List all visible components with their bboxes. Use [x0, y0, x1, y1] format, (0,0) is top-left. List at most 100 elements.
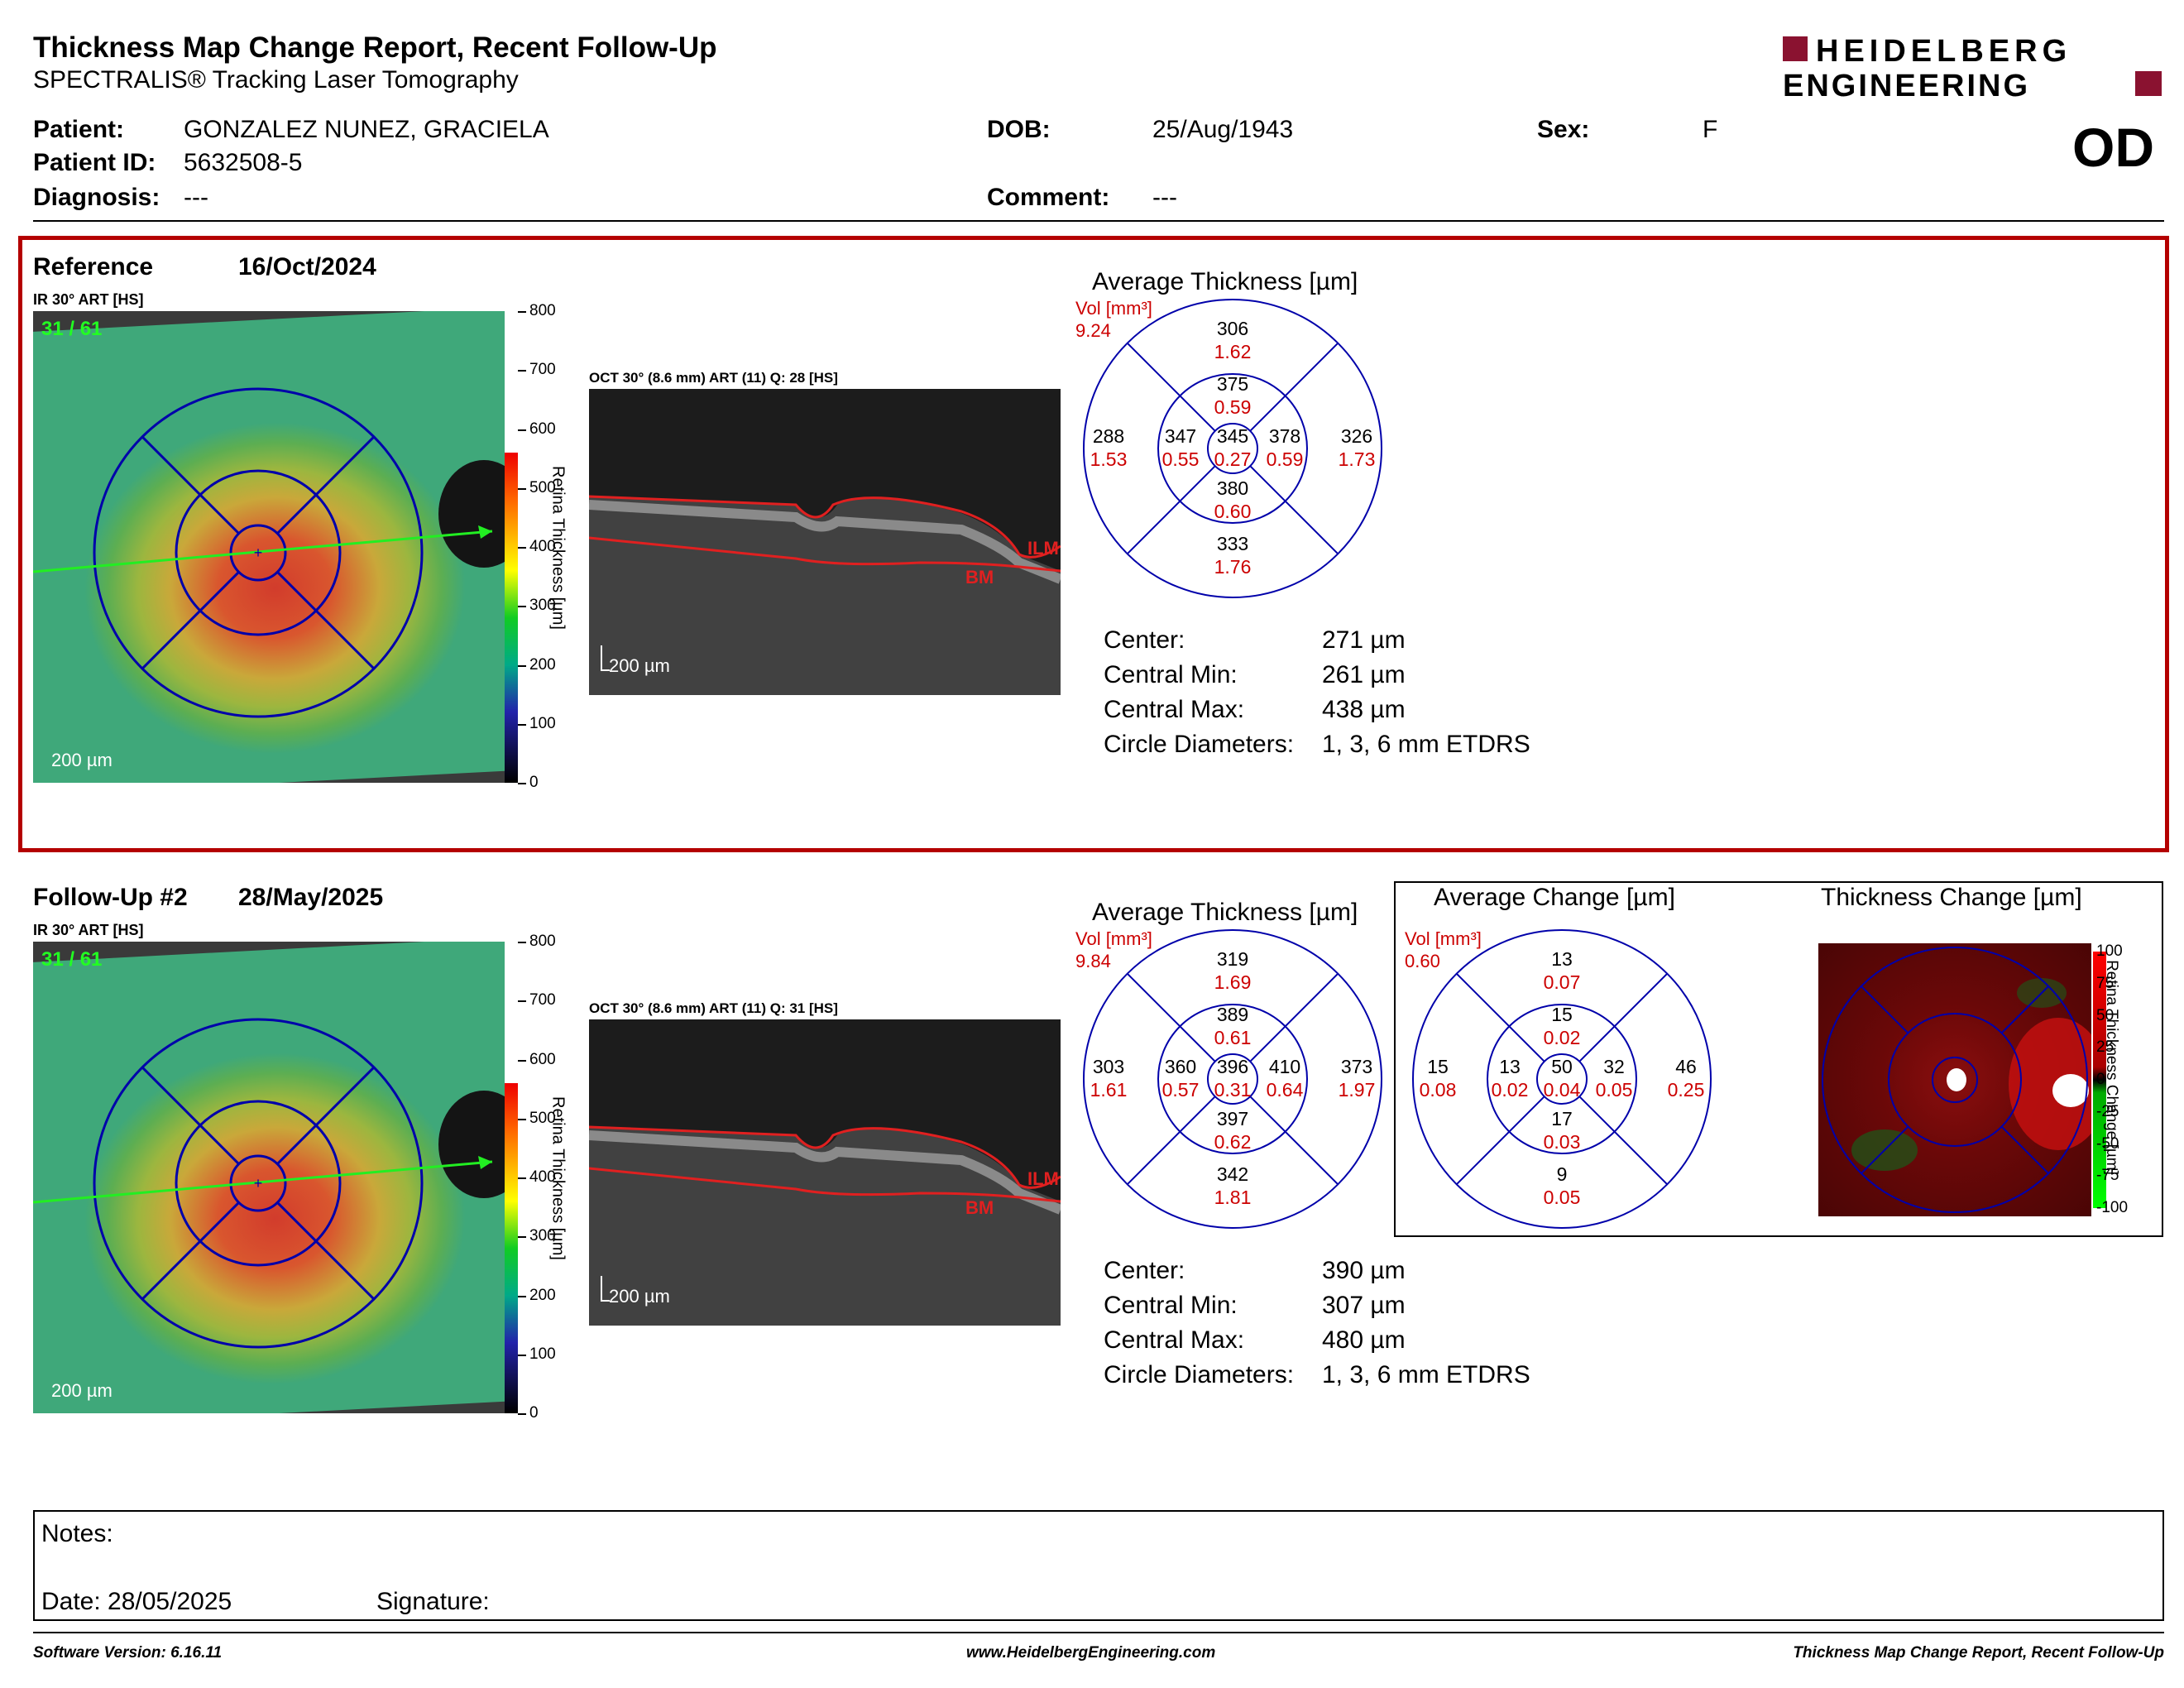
- svg-text:ENGINEERING: ENGINEERING: [1783, 69, 2030, 101]
- stat-value: 1, 3, 6 mm ETDRS: [1322, 1361, 1530, 1388]
- sector-center-thickness: 50: [1551, 1056, 1573, 1077]
- sector-inner-right-volume: 0.59: [1266, 448, 1304, 470]
- change-tick-label: -50: [2096, 1134, 2119, 1153]
- change-tick-label: -100: [2096, 1199, 2129, 1216]
- colorbar-tick-mark: [518, 664, 526, 667]
- website-link[interactable]: www.HeidelbergEngineering.com: [966, 1644, 1216, 1662]
- oct-layers: ILM BM: [589, 1125, 1061, 1326]
- volume-label: Vol [mm³]: [1075, 298, 1152, 319]
- software-version: Software Version: 6.16.11: [33, 1644, 223, 1662]
- sector-outer-bottom-thickness: 333: [1216, 533, 1249, 554]
- ir-etdrs-overlay: +: [33, 1018, 493, 1349]
- optic-disc: [438, 460, 505, 568]
- change-tick-label: 50: [2096, 1006, 2115, 1024]
- notes-panel[interactable]: Notes: Date: 28/05/2025 Signature:: [33, 1510, 2164, 1621]
- patient-id-label: Patient ID:: [33, 149, 156, 176]
- stat-label: Circle Diameters:: [1104, 731, 1295, 758]
- stat-value: 390 µm: [1322, 1257, 1406, 1284]
- ir-scale-bar: 200 µm: [51, 750, 113, 770]
- change-tick-label: 100: [2096, 942, 2123, 960]
- oct-bscan-image[interactable]: ILM BM 200 µm: [589, 1019, 1061, 1326]
- heidelberg-logo: HEIDELBERG ENGINEERING: [1783, 34, 2162, 101]
- ir-image-label: IR 30° ART [HS]: [33, 291, 144, 308]
- thickness-colorbar: [505, 942, 518, 1413]
- sector-outer-bottom-thickness: 9: [1556, 1163, 1568, 1185]
- sector-inner-top-thickness: 15: [1551, 1004, 1573, 1025]
- sector-outer-right-thickness: 326: [1340, 425, 1373, 447]
- sector-inner-left-thickness: 360: [1164, 1056, 1197, 1077]
- oct-scan-label: OCT 30° (8.6 mm) ART (11) Q: 31 [HS]: [589, 1000, 838, 1016]
- scan-counter: 31 / 61: [41, 948, 103, 971]
- ir-fundus-image[interactable]: 31 / 61 200 µm +: [33, 942, 505, 1413]
- sector-outer-bottom-volume: 0.05: [1543, 1187, 1581, 1208]
- stat-value: 271 µm: [1322, 626, 1406, 654]
- dob-value: 25/Aug/1943: [1152, 116, 1294, 143]
- stat-label: Center:: [1104, 1257, 1185, 1284]
- eye-indicator: OD: [2072, 117, 2154, 178]
- stat-label: Circle Diameters:: [1104, 1361, 1295, 1388]
- sector-outer-right-thickness: 46: [1675, 1056, 1697, 1077]
- colorbar-tick-mark: [518, 429, 526, 431]
- volume-total: 9.24: [1075, 320, 1111, 341]
- colorbar-tick-label: 200: [529, 1286, 556, 1304]
- colorbar-tick-label: 100: [529, 1345, 556, 1363]
- change-colorbar: [2093, 952, 2106, 1208]
- colorbar-label: Retina Thickness [µm]: [548, 1096, 568, 1260]
- svg-text:BM: BM: [965, 567, 994, 587]
- colorbar-tick-label: 500: [529, 1109, 556, 1127]
- sector-inner-right-thickness: 410: [1268, 1056, 1301, 1077]
- colorbar-tick-label: 700: [529, 991, 556, 1009]
- colorbar-tick-mark: [518, 783, 526, 784]
- svg-text:ILM: ILM: [1027, 1168, 1059, 1189]
- stat-label: Central Min:: [1104, 1292, 1238, 1319]
- svg-text:+: +: [254, 544, 263, 561]
- sector-inner-right-volume: 0.64: [1266, 1079, 1304, 1101]
- thickness-change-map: [1818, 943, 2091, 1216]
- colorbar-tick-mark: [518, 942, 526, 943]
- colorbar-tick-label: 700: [529, 361, 556, 379]
- sector-inner-right-thickness: 32: [1603, 1056, 1625, 1077]
- oct-scale-bar: 200 µm: [609, 1286, 670, 1307]
- oct-layers: ILM BM: [589, 495, 1061, 695]
- colorbar-tick-label: 500: [529, 478, 556, 496]
- average-thickness-title: Average Thickness [µm]: [1092, 268, 1358, 295]
- sector-inner-right-volume: 0.05: [1595, 1079, 1633, 1101]
- sector-outer-top-thickness: 13: [1551, 948, 1573, 970]
- sector-outer-bottom-thickness: 342: [1216, 1163, 1249, 1185]
- colorbar-tick-label: 300: [529, 597, 556, 615]
- sector-inner-bottom-volume: 0.60: [1214, 501, 1252, 522]
- thickness-colorbar: [505, 311, 518, 783]
- sector-center-thickness: 396: [1216, 1056, 1249, 1077]
- colorbar-tick-label: 400: [529, 538, 556, 555]
- colorbar-tick-label: 200: [529, 655, 556, 674]
- oct-bscan-image[interactable]: ILM BM 200 µm: [589, 389, 1061, 695]
- colorbar-tick-mark: [518, 1118, 526, 1120]
- followup-date: 28/May/2025: [238, 884, 384, 911]
- change-tick-label: 0: [2096, 1071, 2105, 1088]
- sector-outer-top-volume: 1.62: [1214, 341, 1252, 362]
- sector-inner-left-volume: 0.55: [1161, 448, 1200, 470]
- sector-outer-right-thickness: 373: [1340, 1056, 1373, 1077]
- average-thickness-title: Average Thickness [µm]: [1092, 899, 1358, 926]
- sector-inner-bottom-volume: 0.03: [1543, 1131, 1581, 1153]
- sector-outer-right-volume: 1.97: [1338, 1079, 1376, 1101]
- colorbar-tick-mark: [518, 311, 526, 313]
- svg-text:ILM: ILM: [1027, 538, 1059, 559]
- sector-inner-left-thickness: 347: [1164, 425, 1197, 447]
- sector-outer-left-thickness: 303: [1092, 1056, 1125, 1077]
- sector-inner-bottom-volume: 0.62: [1214, 1131, 1252, 1153]
- volume-label: Vol [mm³]: [1405, 928, 1482, 949]
- colorbar-tick-label: 400: [529, 1168, 556, 1186]
- stat-value: 1, 3, 6 mm ETDRS: [1322, 731, 1530, 758]
- colorbar-tick-label: 0: [529, 1404, 539, 1422]
- colorbar-tick-mark: [518, 1236, 526, 1239]
- colorbar-tick-mark: [518, 547, 526, 549]
- followup-label: Follow-Up #2: [33, 884, 188, 911]
- ir-fundus-image[interactable]: 31 / 61 200 µm +: [33, 311, 505, 783]
- ir-etdrs-overlay: +: [33, 387, 493, 718]
- change-panel: [1394, 881, 2163, 1237]
- patient-name: GONZALEZ NUNEZ, GRACIELA: [184, 116, 549, 143]
- sector-outer-left-volume: 1.61: [1090, 1079, 1128, 1101]
- colorbar-tick-mark: [518, 723, 526, 726]
- stat-value: 261 µm: [1322, 661, 1406, 688]
